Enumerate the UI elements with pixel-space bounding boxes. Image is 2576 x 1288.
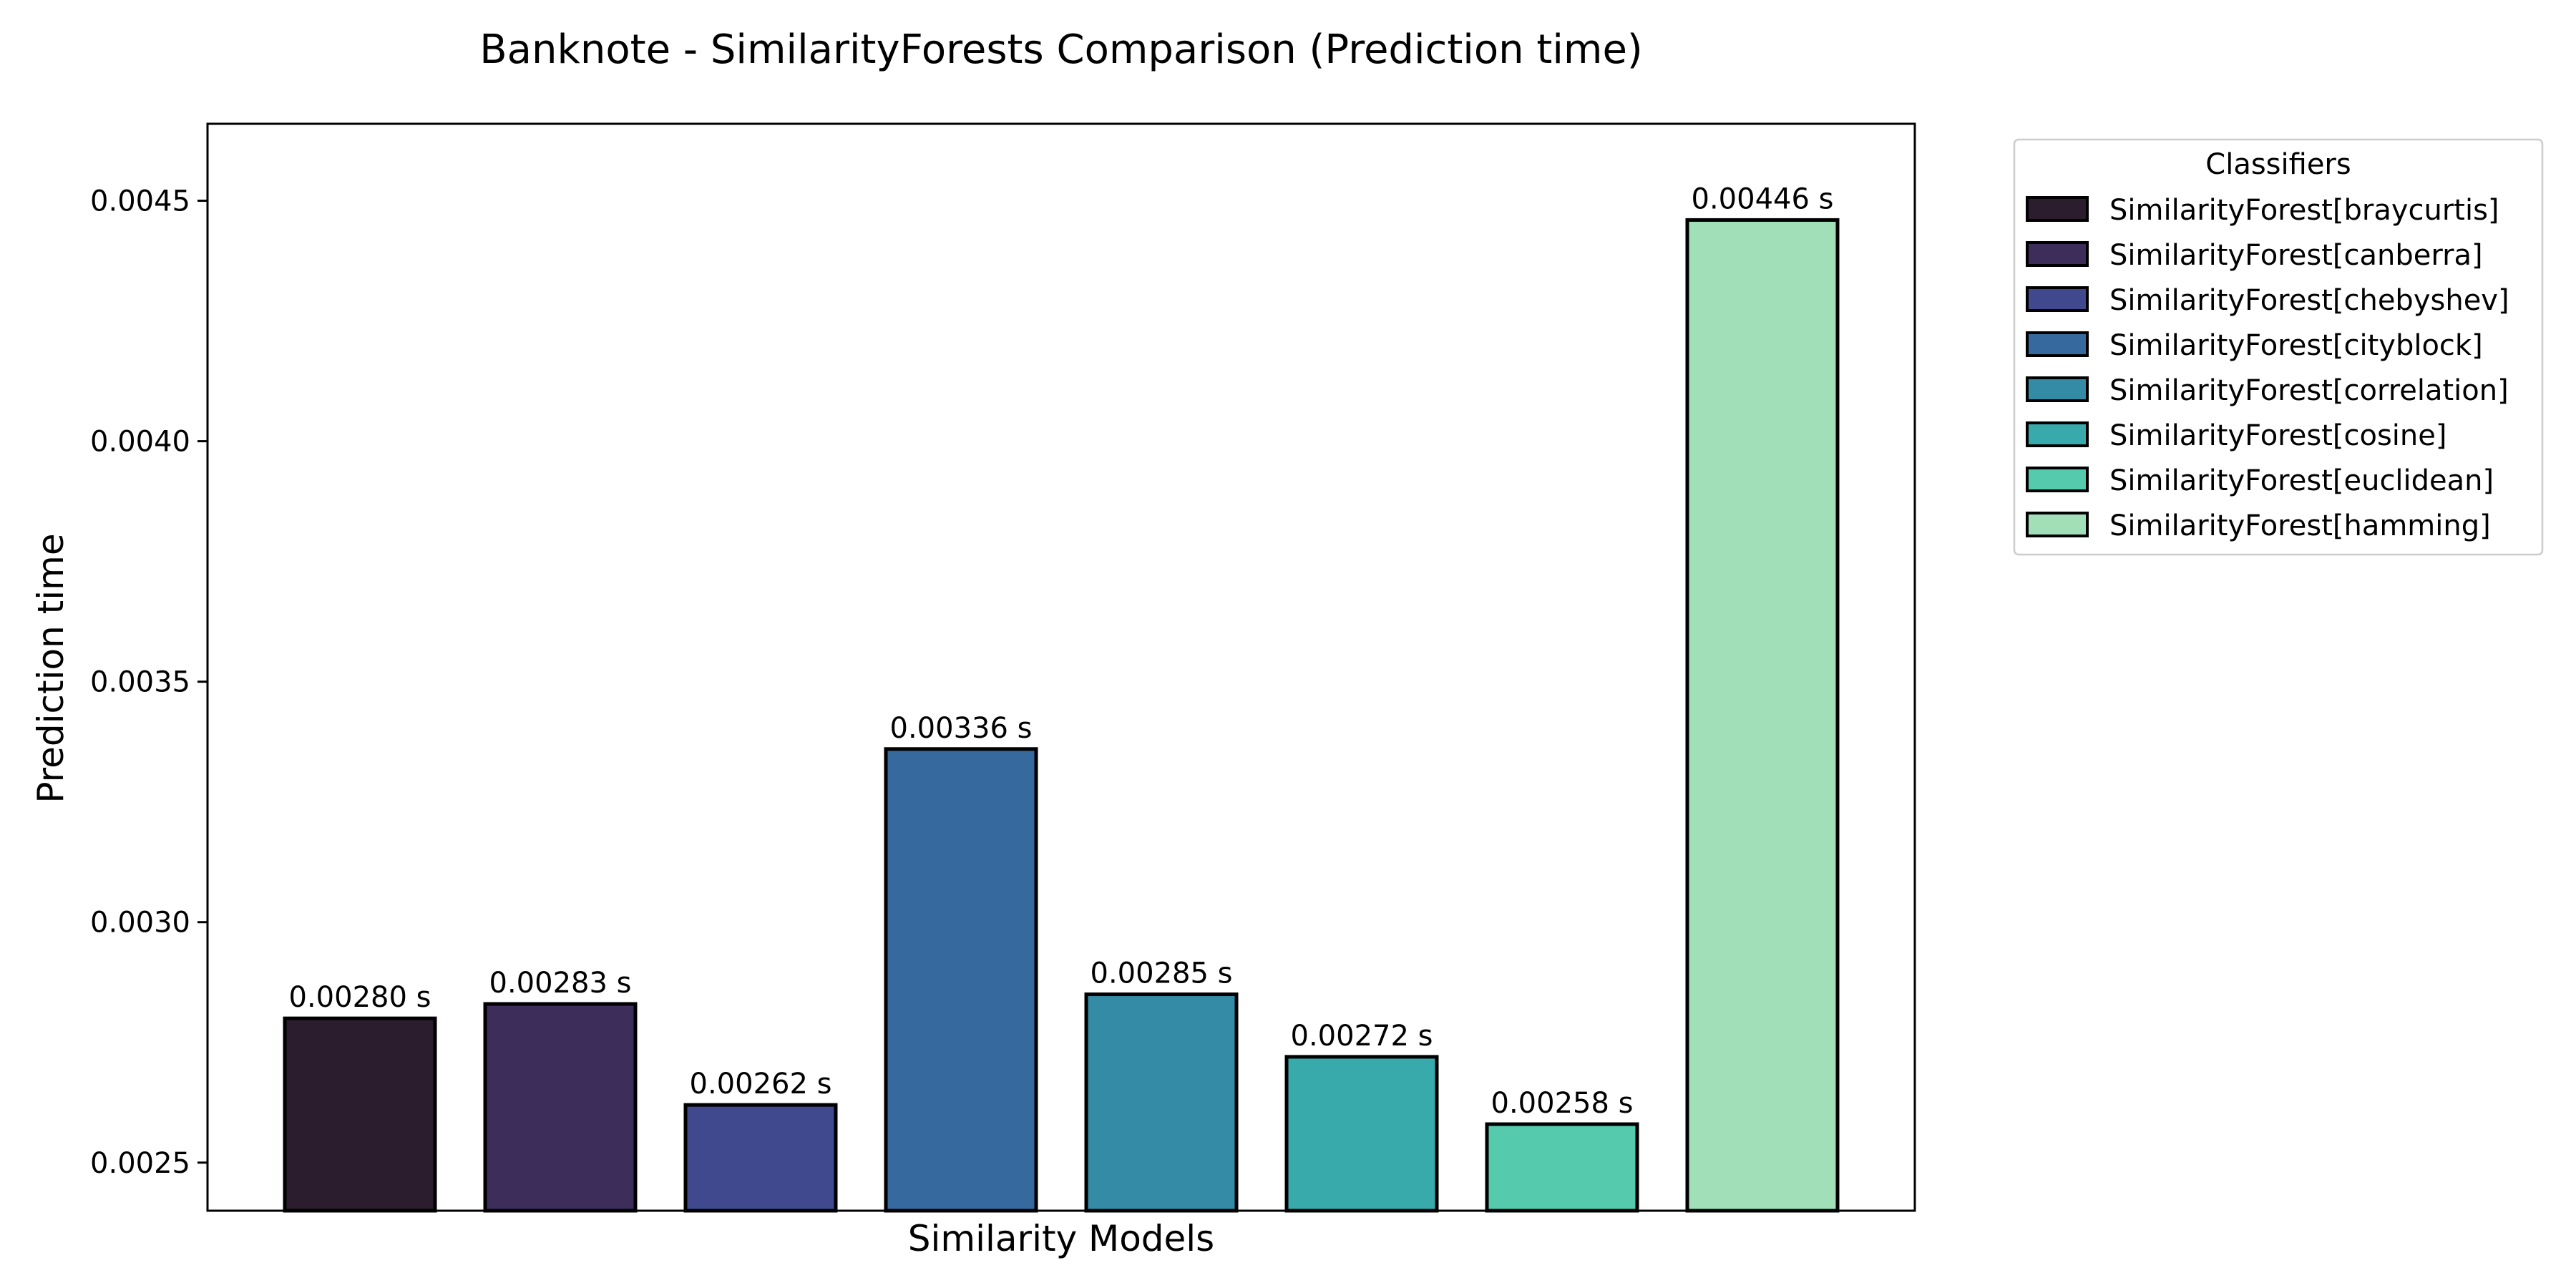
bar-5 [1084,992,1239,1213]
legend-frame [2013,138,2544,556]
legend-swatch [2026,241,2089,267]
bar-value-label: 0.00285 s [1091,957,1233,990]
bar-7 [1485,1122,1639,1213]
bar-3 [683,1103,838,1213]
legend-swatch [2026,421,2089,447]
y-axis-label: Prediction time [30,533,72,803]
y-axis: 0.0025 0.0030 0.0035 0.0040 0.0045 [90,185,208,1180]
legend-label: SimilarityForest[cosine] [2109,419,2446,452]
bar-4 [884,747,1038,1213]
chart-title: Banknote - SimilarityForests Comparison … [479,26,1643,73]
x-axis-label: Similarity Models [908,1218,1214,1259]
y-tick-label: 0.0045 [90,185,190,218]
bar-value-label: 0.00446 s [1692,182,1834,215]
legend-label: SimilarityForest[chebyshev] [2109,284,2509,317]
legend-swatch [2026,467,2089,492]
legend-swatch [2026,512,2089,537]
legend-items: SimilarityForest[braycurtis] SimilarityFo… [2026,194,2509,542]
legend-label: SimilarityForest[hamming] [2109,509,2491,542]
y-tick-label: 0.0035 [90,666,190,699]
bar-value-label: 0.00272 s [1291,1020,1433,1053]
legend-label: SimilarityForest[correlation] [2109,374,2509,407]
legend-swatch [2026,331,2089,357]
legend-swatch [2026,196,2089,222]
legend-swatch [2026,376,2089,402]
bar-value-labels: 0.00280 s 0.00283 s 0.00262 s 0.00336 s 0.00… [289,182,1834,1120]
y-tick-label: 0.0030 [90,907,190,940]
legend-title: Classifiers [2205,148,2351,181]
axes-frame [206,122,1916,1212]
legend-label: SimilarityForest[euclidean] [2109,464,2494,497]
bar-1 [283,1016,437,1213]
legend-swatch [2026,286,2089,312]
bars [283,218,1840,1213]
bar-2 [483,1002,638,1213]
bar-value-label: 0.00262 s [690,1068,832,1101]
bar-value-label: 0.00336 s [890,712,1033,745]
bar-value-label: 0.00280 s [289,981,431,1014]
legend-label: SimilarityForest[canberra] [2109,239,2483,272]
legend: Classifiers SimilarityForest[braycurtis]… [2013,138,2544,556]
legend-label: SimilarityForest[cityblock] [2109,329,2483,362]
bar-value-label: 0.00283 s [489,967,632,1000]
y-tick-label: 0.0040 [90,426,190,459]
bar-6 [1284,1055,1439,1213]
bar-value-label: 0.00258 s [1491,1087,1634,1120]
legend-label: SimilarityForest[braycurtis] [2109,194,2499,227]
y-tick-label: 0.0025 [90,1147,190,1180]
bar-8 [1685,218,1840,1213]
